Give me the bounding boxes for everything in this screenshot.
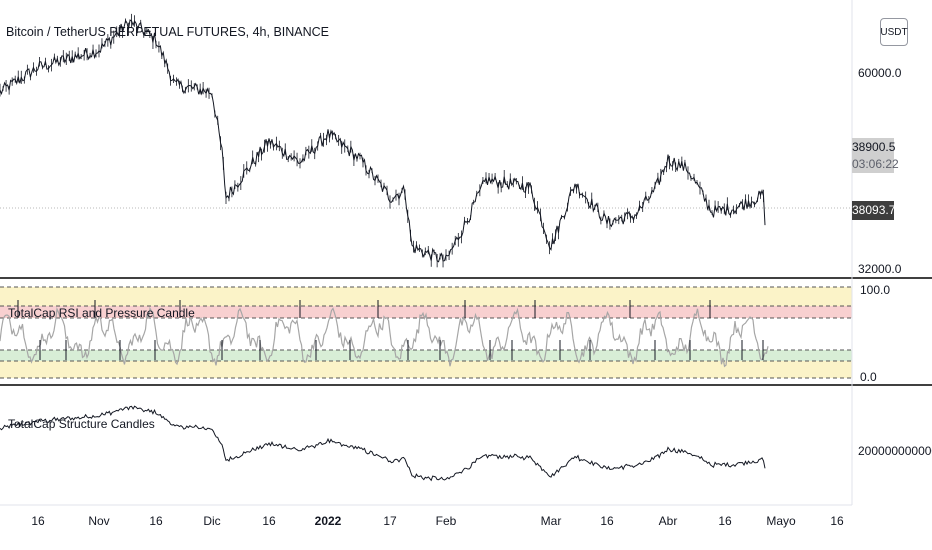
last-price-tag: 38093.7: [852, 201, 895, 220]
currency-button[interactable]: USDT: [880, 18, 908, 46]
rsi-pane-title[interactable]: TotalCap RSI and Pressure Candle: [8, 306, 195, 320]
rsi-oversold-zone: [0, 350, 852, 361]
time-tick: 16: [718, 514, 732, 528]
time-tick: 16: [600, 514, 614, 528]
time-tick: Dic: [203, 514, 221, 528]
price-label-60000: 60000.0: [858, 66, 902, 80]
time-tick: 16: [830, 514, 844, 528]
countdown-tag: 03:06:22: [852, 156, 899, 173]
rsi-axis-label-100: 100.0: [860, 283, 891, 297]
rsi-overbought-zone: [0, 306, 852, 318]
time-tick: 2022: [314, 514, 342, 528]
rsi-lower-neutral-zone: [0, 361, 852, 378]
time-tick: 16: [31, 514, 45, 528]
time-tick: Nov: [88, 514, 110, 528]
time-tick: Feb: [435, 514, 457, 528]
rsi-line-series[interactable]: [0, 300, 769, 368]
time-tick: 17: [383, 514, 397, 528]
rsi-line: [0, 306, 769, 368]
price-line: [0, 19, 766, 263]
time-tick: Mar: [540, 514, 562, 528]
time-tick: Abr: [658, 514, 678, 528]
structure-line: [0, 405, 766, 482]
symbol-title[interactable]: Bitcoin / TetherUS PERPETUAL FUTURES, 4h…: [6, 25, 330, 39]
structure-axis-label: 2000000000000.0: [858, 444, 932, 458]
reference-price-tag: 38900.5: [852, 138, 896, 156]
rsi-axis-label-0: 0.0: [860, 370, 877, 384]
price-label-32000: 32000.0: [858, 262, 902, 276]
time-tick: 16: [149, 514, 163, 528]
structure-pane-title[interactable]: TotalCap Structure Candles: [8, 417, 155, 431]
structure-candles-series[interactable]: [0, 405, 766, 482]
price-candles-series[interactable]: [0, 13, 766, 268]
time-tick: Mayo: [766, 514, 796, 528]
time-tick: 16: [262, 514, 276, 528]
rsi-upper-neutral-zone: [0, 287, 852, 306]
